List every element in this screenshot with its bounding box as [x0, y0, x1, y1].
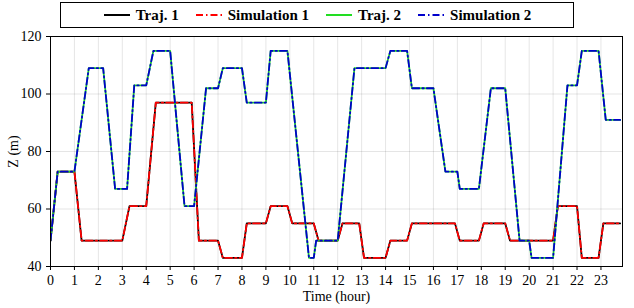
- svg-text:14: 14: [379, 273, 393, 288]
- html-text:Traj. 2: Traj. 2: [358, 6, 401, 23]
- html-text:Simulation 2: Simulation 2: [450, 6, 532, 23]
- svg-text:4: 4: [143, 273, 150, 288]
- svg-text:Time (hour): Time (hour): [303, 289, 371, 305]
- svg-text:40: 40: [28, 259, 42, 274]
- svg-text:0: 0: [47, 273, 54, 288]
- svg-text:100: 100: [21, 86, 42, 101]
- svg-text:17: 17: [450, 273, 464, 288]
- svg-text:21: 21: [546, 273, 560, 288]
- svg-text:7: 7: [215, 273, 222, 288]
- svg-text:15: 15: [402, 273, 416, 288]
- svg-text:2: 2: [95, 273, 102, 288]
- svg-text:22: 22: [570, 273, 584, 288]
- svg-text:1: 1: [71, 273, 78, 288]
- svg-text:6: 6: [191, 273, 198, 288]
- html-text:Simulation 1: Simulation 1: [227, 6, 309, 23]
- svg-text:13: 13: [355, 273, 369, 288]
- svg-text:12: 12: [331, 273, 345, 288]
- svg-text:16: 16: [426, 273, 440, 288]
- svg-text:10: 10: [283, 273, 297, 288]
- svg-text:19: 19: [498, 273, 512, 288]
- svg-text:3: 3: [119, 273, 126, 288]
- svg-text:120: 120: [21, 29, 42, 44]
- svg-text:60: 60: [28, 201, 42, 216]
- svg-text:18: 18: [474, 273, 488, 288]
- svg-text:8: 8: [238, 273, 245, 288]
- svg-text:80: 80: [28, 144, 42, 159]
- svg-text:23: 23: [594, 273, 608, 288]
- svg-text:11: 11: [307, 273, 320, 288]
- svg-text:20: 20: [522, 273, 536, 288]
- svg-text:Z (m): Z (m): [6, 135, 22, 168]
- svg-text:9: 9: [262, 273, 269, 288]
- html-text:Traj. 1: Traj. 1: [135, 6, 179, 23]
- svg-text:5: 5: [167, 273, 174, 288]
